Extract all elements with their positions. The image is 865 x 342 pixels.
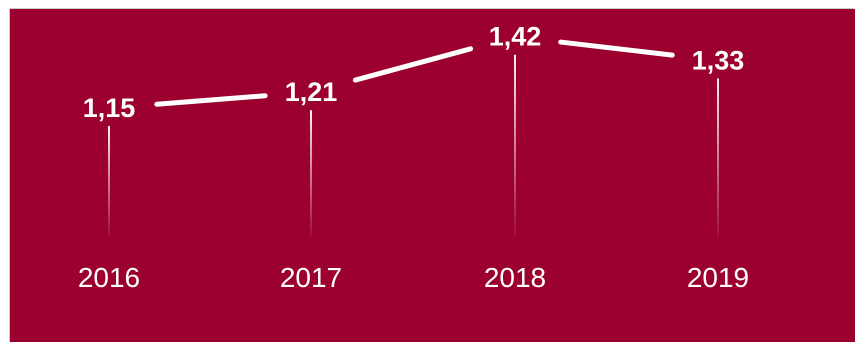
line-segment-2017-2018 bbox=[352, 46, 474, 83]
chart-background bbox=[10, 9, 855, 342]
line-chart: 1,15 1,21 1,42 1,33 2016 2017 2018 2019 bbox=[10, 9, 855, 342]
data-label-2017: 1,21 bbox=[285, 77, 338, 107]
x-tick-label-2017: 2017 bbox=[280, 262, 342, 293]
drop-line-2017 bbox=[310, 110, 312, 237]
x-tick-label-2016: 2016 bbox=[78, 262, 140, 293]
data-label-2016: 1,15 bbox=[83, 93, 136, 123]
line-segment-2018-2019 bbox=[558, 39, 675, 58]
line-segment-2016-2017 bbox=[154, 93, 268, 107]
drop-line-2018 bbox=[514, 54, 516, 237]
data-label-2018: 1,42 bbox=[489, 22, 542, 52]
drop-line-2016 bbox=[108, 126, 110, 237]
drop-line-2019 bbox=[717, 78, 719, 237]
chart-panel: 1,15 1,21 1,42 1,33 2016 2017 2018 2019 bbox=[9, 8, 855, 342]
data-label-2019: 1,33 bbox=[692, 45, 745, 75]
x-tick-label-2018: 2018 bbox=[484, 262, 546, 293]
x-tick-label-2019: 2019 bbox=[687, 262, 749, 293]
